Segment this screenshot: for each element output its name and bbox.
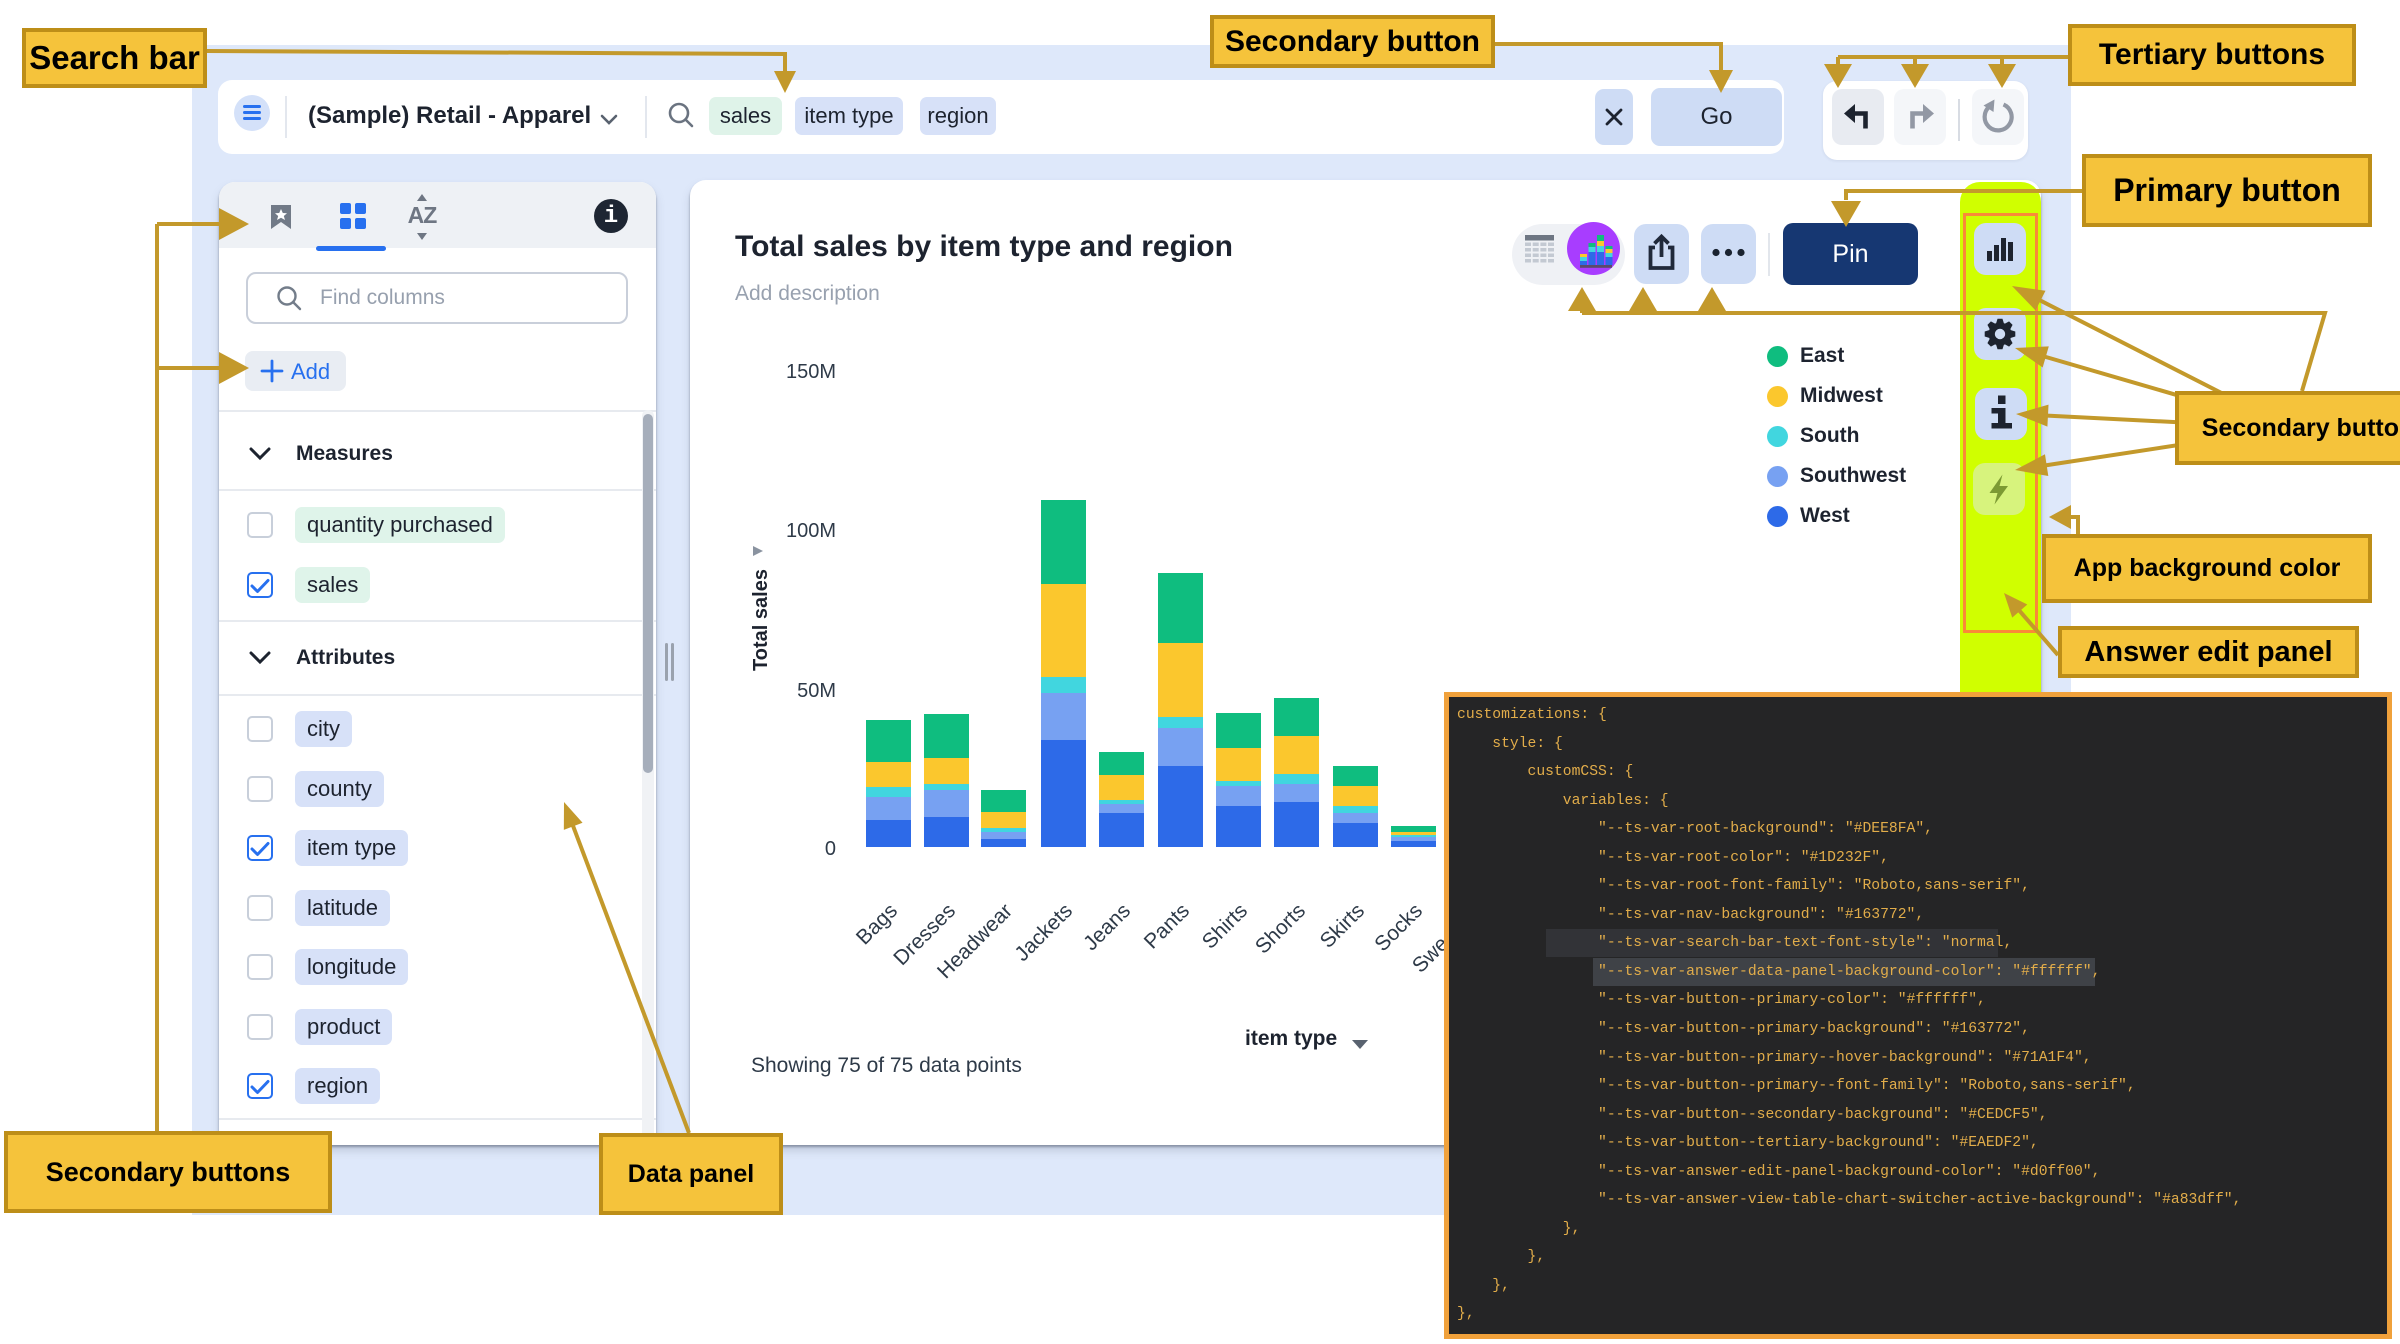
- svg-text:100M: 100M: [786, 520, 836, 542]
- svg-text:Pants: Pants: [1140, 899, 1194, 953]
- svg-text:Jeans: Jeans: [1079, 899, 1135, 955]
- svg-text:Jackets: Jackets: [1010, 899, 1077, 966]
- svg-text:Socks: Socks: [1370, 899, 1427, 956]
- svg-text:50M: 50M: [797, 680, 836, 702]
- svg-text:Total sales: Total sales: [750, 569, 772, 671]
- svg-text:Shirts: Shirts: [1198, 899, 1252, 953]
- svg-text:Skirts: Skirts: [1316, 899, 1369, 952]
- svg-text:Bags: Bags: [852, 899, 902, 949]
- svg-text:150M: 150M: [786, 361, 836, 383]
- svg-text:Shorts: Shorts: [1251, 899, 1310, 958]
- svg-text:0: 0: [825, 838, 836, 860]
